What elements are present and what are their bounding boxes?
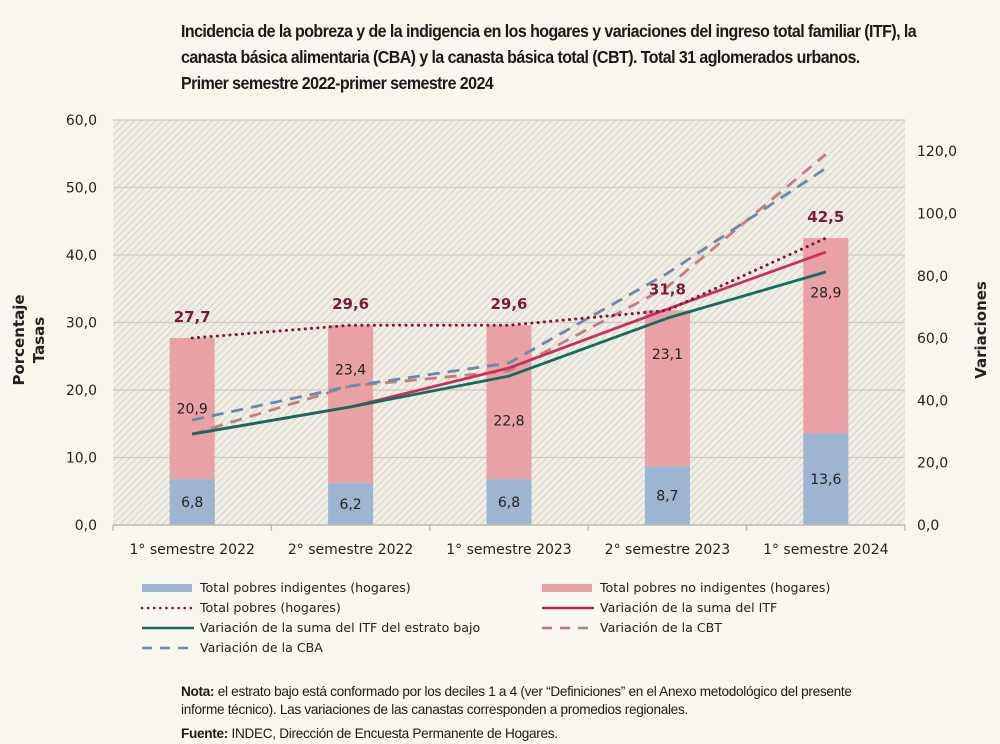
x-category-label: 1° semestre 2024 [763,542,889,558]
y-right-tick-label: 60,0 [917,331,948,347]
bar-indigentes-label: 6,8 [498,495,520,511]
x-category-label: 2° semestre 2022 [288,542,413,558]
source-line: Fuente: INDEC, Dirección de Encuesta Per… [181,725,991,743]
bars [169,238,849,525]
y-right-tick-label: 40,0 [917,393,948,409]
legend-swatch-box-icon [142,583,192,592]
y-left-tick-label: 0,0 [75,518,97,534]
bar-no-indigentes-label: 20,9 [177,402,208,418]
legend-label: Total pobres no indigentes (hogares) [600,580,831,595]
legend-item-itf-bajo: Variación de la suma del ITF del estrato… [140,620,480,635]
note-label: Nota: [181,684,215,699]
y-left-tick-label: 20,0 [66,383,97,399]
bar-no-indigentes [486,325,532,480]
total-pobres-label: 27,7 [174,308,211,326]
note-line-1: Nota: el estrato bajo está conformado po… [181,683,991,701]
total-pobres-label: 42,5 [807,208,844,226]
bar-indigentes-label: 6,8 [181,495,203,511]
source-text: INDEC, Dirección de Encuesta Permanente … [228,726,558,741]
chart-title: Incidencia de la pobreza y de la indigen… [181,18,934,96]
bar-no-indigentes-label: 23,1 [652,347,683,363]
note-text-2: informe técnico). Las variaciones de las… [181,702,688,717]
chart-title-line-1: Incidencia de la pobreza y de la indigen… [181,21,917,41]
legend-label: Variación de la CBA [200,640,323,655]
y-axis-left-title-1: Porcentaje [10,294,28,385]
bar-indigentes-label: 6,2 [339,497,361,513]
y-left-tick-label: 40,0 [66,248,97,264]
y-axis-right-title: Variaciones [972,281,990,379]
y-right-tick-label: 20,0 [917,456,948,472]
bar-indigentes [803,433,849,525]
legend-item-indigentes: Total pobres indigentes (hogares) [140,580,411,595]
y-right-tick-label: 0,0 [917,518,939,534]
bar-no-indigentes-label: 23,4 [335,362,366,378]
legend-swatch-dashed-line-icon [542,626,594,629]
total-pobres-label: 29,6 [332,295,369,313]
bar-indigentes [486,479,532,525]
legend-swatch-dotted-line-icon [140,606,196,609]
legend-item-no-indigentes: Total pobres no indigentes (hogares) [540,580,830,595]
lines [190,153,828,436]
y-right-tick-label: 100,0 [917,206,957,222]
legend-label: Variación de la CBT [600,620,722,635]
bar-indigentes-label: 8,7 [656,489,678,505]
axes: 0,0 10,0 20,0 30,0 40,0 50,0 60,0 0,0 20,0 40,0 60… [66,113,957,558]
y-axis-left-title-2: Tasas [30,317,48,363]
x-category-label: 1° semestre 2023 [446,542,571,558]
legend-item-cba: Variación de la CBA [140,640,323,655]
data-labels: 6,8 20,9 6,2 23,4 6,8 22,8 8,7 23,1 13,6 28,9 27,7… [174,208,845,513]
legend-label: Variación de la suma del ITF del estrato… [200,620,481,635]
legend-item-cbt: Variación de la CBT [540,620,722,635]
bar-no-indigentes [803,238,849,434]
note-text-1: el estrato bajo está conformado por los … [214,684,852,699]
legend-item-itf: Variación de la suma del ITF [540,600,777,615]
y-left-tick-label: 60,0 [66,113,97,129]
bar-indigentes [328,483,374,525]
combo-chart: 6,8 20,9 6,2 23,4 6,8 22,8 8,7 23,1 13,6 28,9 27,7… [10,113,990,558]
y-left-tick-label: 50,0 [66,181,97,197]
bar-indigentes [644,466,690,525]
x-category-label: 1° semestre 2022 [129,542,254,558]
line-total-pobres [190,236,828,340]
legend-swatch-solid-line-icon [142,626,194,629]
legend-item-total-pobres: Total pobres (hogares) [140,600,341,615]
total-pobres-label: 29,6 [490,295,527,313]
y-right-tick-label: 80,0 [917,269,948,285]
chart-title-line-2: canasta básica alimentaria (CBA) y la ca… [181,47,860,67]
bar-no-indigentes [644,310,690,467]
legend-swatch-box-icon [542,583,592,592]
legend-label: Total pobres (hogares) [200,600,341,615]
source-label: Fuente: [181,726,228,741]
legend-label: Total pobres indigentes (hogares) [200,580,411,595]
y-right-tick-label: 120,0 [917,144,957,160]
x-category-label: 2° semestre 2023 [605,542,730,558]
legend-swatch-dashed-line-icon [142,646,194,649]
legend-swatch-solid-line-icon [542,606,594,609]
chart-title-line-3: Primer semestre 2022-primer semestre 202… [181,73,494,93]
total-pobres-label: 31,8 [649,280,686,298]
bar-no-indigentes [169,338,215,480]
chart-notes: Nota: el estrato bajo está conformado po… [181,683,991,743]
y-left-tick-label: 30,0 [66,316,97,332]
y-left-tick-label: 10,0 [66,451,97,467]
legend-label: Variación de la suma del ITF [600,600,778,615]
bar-indigentes-label: 13,6 [810,472,841,488]
bar-no-indigentes-label: 28,9 [810,286,841,302]
bar-no-indigentes-label: 22,8 [493,414,524,430]
bar-indigentes [169,479,215,525]
